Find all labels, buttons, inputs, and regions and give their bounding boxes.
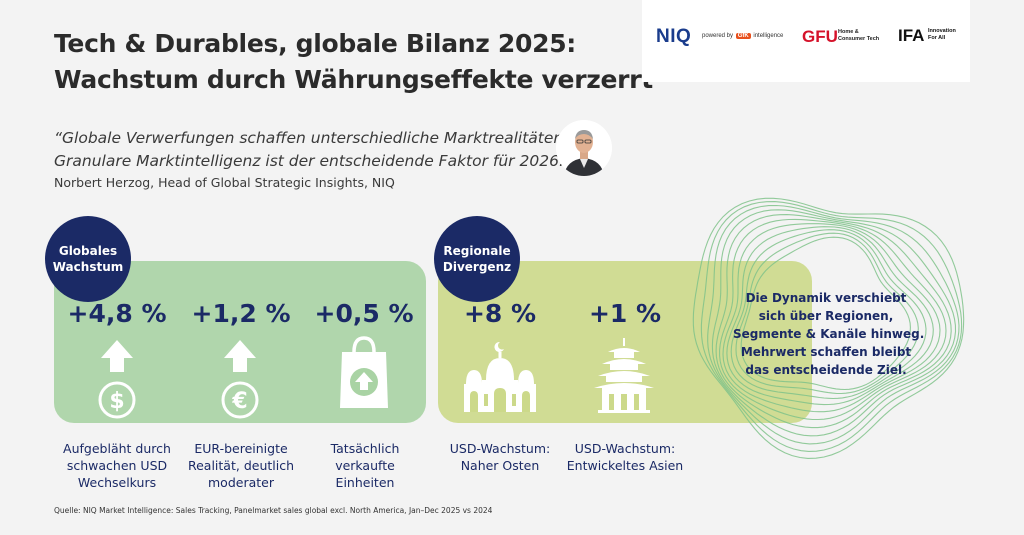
caption-units-line-3: Einheiten — [335, 475, 395, 490]
concentric-rings-decoration — [692, 197, 965, 459]
global-badge-line-1: Globales — [58, 244, 118, 258]
title-line-2: Wachstum durch Währungseffekte verzerrt — [54, 65, 653, 94]
dynamics-line-3: Segmente & Kanäle hinweg. — [733, 327, 925, 341]
ring-line — [707, 204, 960, 445]
ring-line — [740, 236, 911, 391]
euro-up-icon: € — [221, 340, 259, 419]
metric-middle-east-growth: +8 % — [463, 299, 537, 328]
caption-units-line-1: Tatsächlich — [330, 441, 400, 456]
pagoda-icon — [594, 338, 654, 413]
gfu-subtitle: Home & Consumer Tech — [838, 29, 879, 43]
caption-units-growth: Tatsächlich verkaufte Einheiten — [300, 440, 430, 491]
svg-text:€: € — [231, 389, 247, 414]
caption-asia-line-1: USD-Wachstum: — [574, 441, 676, 456]
dollar-up-icon: $ — [98, 340, 136, 419]
dynamics-line-1: Die Dynamik verschiebt — [745, 291, 907, 305]
ifa-sub-2: For All — [928, 35, 946, 41]
metric-eur-growth: +1,2 % — [191, 299, 291, 328]
shopping-bag-icon — [340, 336, 388, 408]
caption-me-line-2: Naher Osten — [460, 458, 540, 473]
ring-line — [730, 229, 927, 400]
caption-units-line-2: verkaufte — [335, 458, 395, 473]
ifa-sub-1: Innovation — [928, 28, 956, 34]
regional-divergence-badge: Regionale Divergenz — [434, 216, 520, 302]
page-title: Tech & Durables, globale Bilanz 2025: Wa… — [54, 26, 653, 98]
ifa-logo: IFA — [898, 26, 925, 45]
author-avatar — [556, 120, 612, 176]
ring-line — [719, 218, 947, 421]
mosque-icon — [464, 341, 536, 412]
caption-usd-line-2: schwachen USD — [66, 458, 168, 473]
caption-eur-line-1: EUR-bereinigte — [194, 441, 288, 456]
metric-asia-growth: +1 % — [588, 299, 662, 328]
ring-line — [735, 232, 919, 395]
quote-line-1: “Globale Verwerfungen schaffen unterschi… — [54, 129, 569, 147]
ring-line — [722, 223, 941, 413]
title-line-1: Tech & Durables, globale Bilanz 2025: — [54, 29, 576, 58]
source-note: Quelle: NIQ Market Intelligence: Sales T… — [54, 506, 493, 515]
gfu-logo: GFU — [802, 27, 838, 46]
powered-by-text: powered by — [702, 33, 734, 39]
gfu-sub-2: Consumer Tech — [838, 36, 880, 42]
powered-by-gfk-logo: powered by GfK intelligence — [702, 33, 783, 39]
gfk-mark: GfK — [735, 33, 751, 39]
global-growth-badge: Globales Wachstum — [45, 216, 131, 302]
dynamics-line-5: das entscheidende Ziel. — [745, 363, 907, 377]
svg-text:$: $ — [109, 389, 124, 414]
caption-usd-line-1: Aufgebläht durch — [63, 441, 171, 456]
gfu-sub-1: Home & — [838, 29, 859, 35]
ring-line — [692, 197, 965, 459]
quote: “Globale Verwerfungen schaffen unterschi… — [54, 127, 572, 173]
caption-developed-asia: USD-Wachstum: Entwickeltes Asien — [562, 440, 688, 474]
caption-eur-growth: EUR-bereinigte Realität, deutlich modera… — [174, 440, 308, 491]
global-badge-line-2: Wachstum — [52, 260, 124, 274]
metric-units-growth: +0,5 % — [314, 299, 414, 328]
ring-line — [700, 201, 963, 452]
caption-eur-line-3: moderater — [208, 475, 274, 490]
quote-author: Norbert Herzog, Head of Global Strategic… — [54, 175, 395, 190]
caption-eur-line-2: Realität, deutlich — [187, 458, 295, 473]
dynamics-line-4: Mehrwert schaffen bleibt — [740, 345, 912, 359]
niq-logo: NIQ — [656, 26, 692, 47]
caption-usd-line-3: Wechselkurs — [77, 475, 157, 490]
metric-usd-growth: +4,8 % — [67, 299, 167, 328]
logo-bar: NIQ powered by GfK intelligence GFU Home… — [642, 0, 970, 82]
ring-line — [711, 209, 957, 437]
ring-line — [726, 226, 934, 406]
caption-middle-east: USD-Wachstum: Naher Osten — [440, 440, 560, 474]
ring-line — [715, 214, 952, 429]
dynamics-line-2: sich über Regionen, — [758, 309, 894, 323]
quote-line-2: Granulare Marktintelligenz ist der entsc… — [54, 152, 572, 170]
regional-badge-line-2: Divergenz — [442, 260, 512, 274]
dynamics-statement: Die Dynamik verschiebt sich über Regione… — [733, 289, 925, 379]
caption-asia-line-2: Entwickeltes Asien — [566, 458, 684, 473]
regional-badge-line-1: Regionale — [443, 244, 511, 258]
intelligence-text: intelligence — [753, 33, 784, 39]
caption-usd-growth: Aufgebläht durch schwachen USD Wechselku… — [52, 440, 182, 491]
caption-me-line-1: USD-Wachstum: — [449, 441, 551, 456]
ifa-subtitle: Innovation For All — [928, 28, 956, 42]
